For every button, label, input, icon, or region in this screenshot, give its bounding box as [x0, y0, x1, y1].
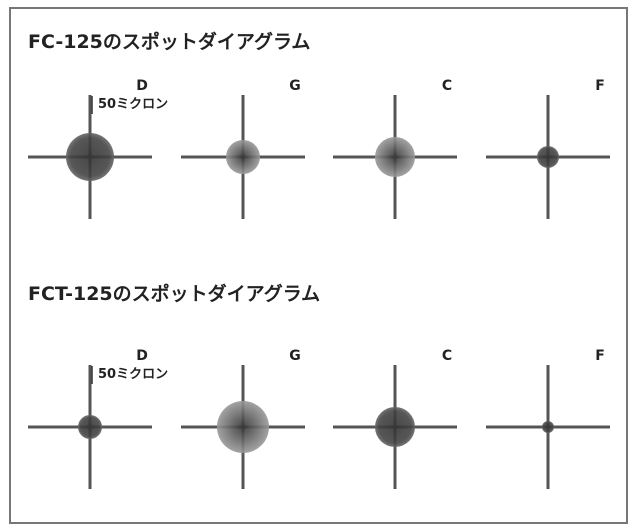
spot [66, 133, 114, 181]
spot-label: D [136, 348, 148, 364]
spot-label: C [442, 78, 452, 94]
spot [217, 401, 269, 453]
spot [375, 137, 415, 177]
spot-label: G [289, 78, 301, 94]
frame [10, 8, 627, 523]
spot [542, 421, 554, 433]
scale-label: 50ミクロン [98, 97, 168, 112]
spot [78, 415, 102, 439]
scale-label: 50ミクロン [98, 367, 168, 382]
spot [375, 407, 415, 447]
panel-title: FC-125のスポットダイアグラム [28, 30, 310, 53]
spot-label: F [595, 78, 605, 94]
panel-title: FCT-125のスポットダイアグラム [28, 282, 320, 305]
spot [537, 146, 559, 168]
spot-diagram-figure: FC-125のスポットダイアグラム 50ミクロン D G C F FCT-125のスポットダ… [0, 0, 628, 524]
spot-label: C [442, 348, 452, 364]
spot-label: D [136, 78, 148, 94]
spot [226, 140, 260, 174]
spot-label: F [595, 348, 605, 364]
spot-label: G [289, 348, 301, 364]
